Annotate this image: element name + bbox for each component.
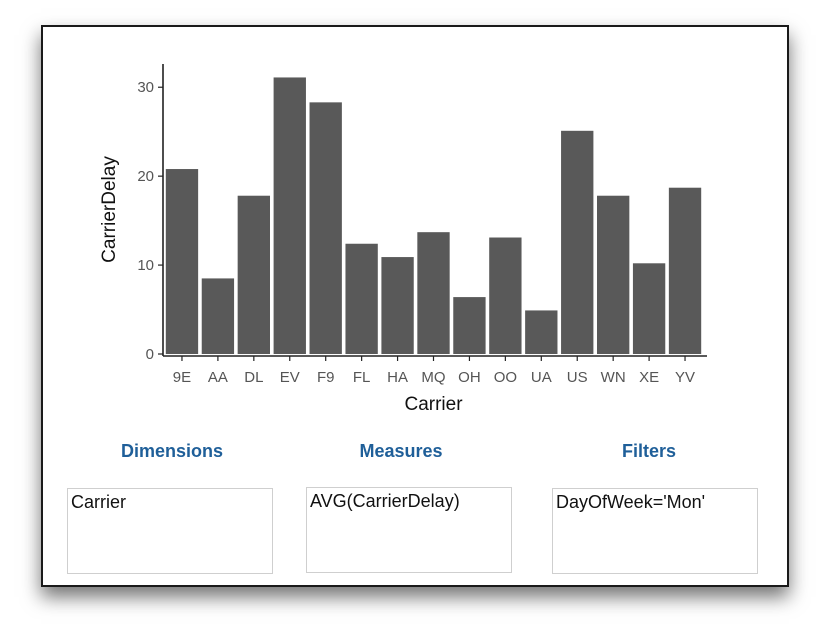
x-tick-label: US	[567, 369, 588, 386]
x-tick-label: HA	[387, 369, 408, 386]
x-tick-label: F9	[317, 369, 335, 386]
x-tick-label: UA	[531, 369, 552, 386]
filters-heading: Filters	[621, 441, 677, 461]
y-ticks: 0 10 20 30	[137, 79, 163, 363]
dimensions-heading: Dimensions	[120, 441, 224, 461]
measures-field[interactable]: AVG(CarrierDelay)	[306, 487, 512, 573]
measures-heading: Measures	[359, 441, 443, 461]
x-tick-label: YV	[675, 369, 695, 386]
filters-field[interactable]: DayOfWeek='Mon'	[552, 488, 758, 574]
x-tick-label: DL	[244, 369, 263, 386]
x-axis-label: Carrier	[404, 394, 463, 415]
y-tick-label: 0	[146, 346, 154, 363]
x-tick-labels: 9E AA DL EV F9 FL HA MQ OH OO UA US WN XE YV	[173, 356, 695, 386]
bar-wn	[597, 195, 630, 354]
bar-ua	[525, 310, 558, 354]
bar-mq	[417, 232, 450, 354]
bar-xe	[632, 263, 666, 354]
bar-fl	[345, 243, 378, 354]
bar-chart: 9E AA DL EV F9 FL HA MQ OH OO UA US WN XE YV 0 10 20 30 C…	[99, 64, 707, 415]
y-axis-label: CarrierDelay	[99, 156, 120, 263]
y-tick-label: 10	[137, 257, 154, 274]
bar-ha	[381, 257, 414, 354]
bar-f9	[309, 102, 342, 354]
bar-us	[561, 130, 594, 354]
x-tick-label: OH	[458, 369, 481, 386]
x-tick-label: FL	[353, 369, 371, 386]
bar-ev	[273, 77, 306, 354]
x-tick-label: XE	[639, 369, 659, 386]
dimensions-field[interactable]: Carrier	[67, 488, 273, 574]
x-tick-label: MQ	[421, 369, 445, 386]
bar-9e	[165, 169, 199, 354]
bars-group	[165, 77, 702, 354]
x-tick-label: OO	[494, 369, 517, 386]
query-builder-window: 9E AA DL EV F9 FL HA MQ OH OO UA US WN XE YV 0 10 20 30 C…	[41, 25, 789, 587]
x-tick-label: AA	[208, 369, 228, 386]
x-tick-label: 9E	[173, 369, 191, 386]
bar-yv	[668, 187, 702, 354]
x-tick-label: EV	[280, 369, 300, 386]
bar-oh	[453, 297, 486, 354]
bar-dl	[237, 195, 270, 354]
bar-aa	[201, 278, 235, 354]
y-tick-label: 30	[137, 79, 154, 96]
x-tick-label: WN	[601, 369, 626, 386]
y-tick-label: 20	[137, 168, 154, 185]
bar-oo	[489, 237, 522, 354]
